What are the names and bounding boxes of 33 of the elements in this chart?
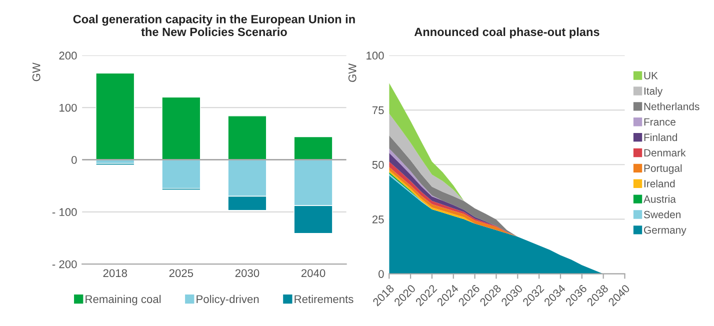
legend-label: Netherlands — [644, 102, 700, 110]
y-tick-label: 100 — [60, 104, 77, 112]
legend-label: Remaining coal — [86, 294, 161, 306]
x-tick-label: 2030 — [235, 269, 260, 278]
y-axis-title: GW — [32, 62, 40, 82]
y-tick-label: 0 — [72, 156, 77, 164]
legend-label: Ireland — [644, 180, 675, 188]
legend-label: Portugal — [644, 164, 682, 174]
legend-label: Sweden — [644, 210, 680, 218]
legend-label: Denmark — [644, 148, 686, 157]
x-tick-label: 2025 — [169, 269, 194, 278]
legend-label: Policy-driven — [196, 294, 259, 306]
x-tick-label: 2040 — [301, 269, 326, 278]
y-tick-label: 100 — [366, 52, 384, 60]
y-axis-title: GW — [348, 63, 356, 82]
y-tick-label: - 100 — [52, 208, 77, 216]
y-tick-label: - 200 — [52, 260, 77, 268]
legend-label: Germany — [644, 226, 686, 236]
x-tick-label: 2018 — [103, 269, 128, 278]
chart-title: Coal generation capacity in the European Union in the New Policies Scenario — [73, 14, 355, 36]
y-tick-label: 50 — [372, 160, 384, 169]
legend-label: Austria — [644, 195, 676, 203]
bar — [96, 72, 135, 160]
legend-label: Italy — [644, 87, 663, 97]
legend-label: Finland — [644, 133, 677, 142]
y-tick-label: 200 — [59, 52, 77, 60]
y-tick-label: 25 — [372, 216, 384, 224]
y-tick-label: 0 — [378, 270, 384, 278]
y-tick-label: 75 — [372, 106, 384, 114]
legend-label: UK — [644, 72, 658, 80]
chart-title: Announced coal phase-out plans — [414, 27, 600, 38]
legend-label: France — [644, 118, 676, 126]
legend-label: Retirements — [294, 294, 354, 304]
